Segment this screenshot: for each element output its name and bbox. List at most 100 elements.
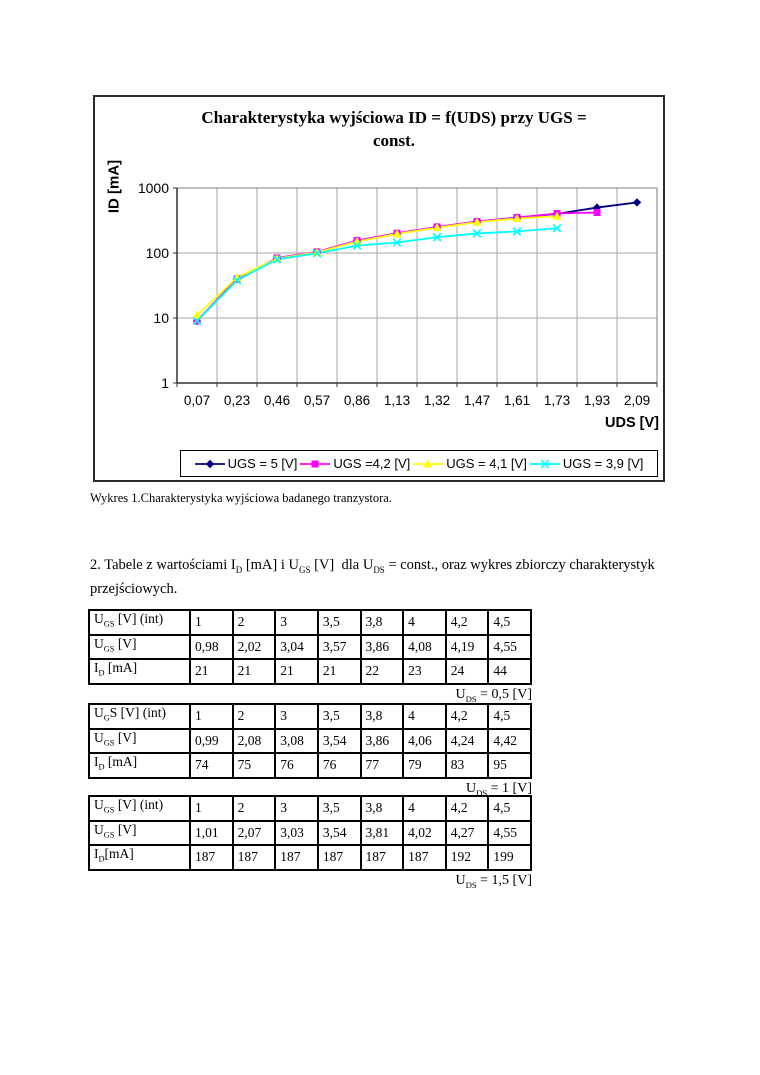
legend-x-icon: [529, 459, 560, 468]
table-cell: 1: [189, 609, 234, 636]
text-segment: = 0,5 [V]: [476, 687, 532, 703]
row-label-part: [mA]: [104, 660, 138, 676]
figure-caption: Wykres 1.Charakterystyka wyjściowa badan…: [90, 491, 392, 505]
table-cell: 2,08: [231, 727, 277, 755]
row-label-part: U: [94, 705, 104, 720]
row-label: UGS [V] (int): [88, 703, 191, 730]
chart-frame: Charakterystyka wyjściowa ID = f(UDS) pr…: [93, 95, 665, 482]
row-label-part: GS: [103, 644, 115, 654]
data-table-uds-0-5: UGS [V] (int) 1 2 3 3,5 3,8 4 4,2 4,5 UGS [V] 0,98…: [88, 609, 532, 686]
table-cell: 2: [231, 795, 277, 822]
chart-title: Charakterystyka wyjściowa ID = f(UDS) pr…: [145, 106, 643, 152]
row-label: UGS [V]: [88, 727, 191, 755]
table-cell: 44: [487, 658, 532, 686]
table-cell: 4,02: [402, 819, 447, 847]
x-tick-label: 1,13: [384, 393, 410, 408]
row-label-part: S [V] (int): [109, 705, 167, 720]
table-cell: 4,55: [487, 633, 532, 661]
table-cell: 4,2: [444, 703, 490, 730]
row-label: UGS [V] (int): [88, 795, 191, 822]
table-cell: 4,2: [444, 795, 490, 822]
table-cell: 2: [231, 609, 277, 636]
table-cell: 3,5: [316, 609, 362, 636]
row-label-part: G: [103, 713, 110, 723]
table-cell: 4,27: [444, 819, 490, 847]
table-cell: 187: [316, 844, 362, 872]
table-cell: 187: [359, 844, 405, 872]
row-label-part: GS: [103, 619, 115, 629]
row-label-part: I: [94, 660, 99, 676]
table-cell: 4,08: [402, 633, 447, 661]
row-label-part: GS: [103, 805, 115, 815]
text-segment: 2. Tabele z wartościami I: [90, 557, 236, 573]
table-caption: UDS = 1,5 [V]: [88, 873, 533, 890]
text-segment: [mA] i U: [242, 557, 299, 573]
table-cell: 23: [402, 658, 447, 686]
row-label-part: [mA]: [104, 754, 138, 770]
data-table-uds-1: UGS [V] (int) 1 2 3 3,5 3,8 4 4,2 4,5 UGS [V] 0,99…: [88, 703, 532, 780]
table-cell: 3,08: [274, 727, 319, 755]
table-cell: 3,8: [359, 703, 405, 730]
table-cell: 187: [189, 844, 234, 872]
table-cell: 1: [189, 703, 234, 730]
table-row: ID[mA] 187 187 187 187 187 187 192 199: [88, 844, 532, 872]
row-label: UGS [V] (int): [88, 609, 191, 636]
table-row: UGS [V] 0,99 2,08 3,08 3,54 3,86 4,06 4,24 4,42: [88, 727, 532, 755]
table-cell: 22: [359, 658, 405, 686]
table-cell: 1: [189, 795, 234, 822]
row-label-part: I: [94, 846, 99, 862]
x-tick-label: 0,57: [304, 393, 330, 408]
table-cell: 3,54: [316, 819, 362, 847]
table-cell: 95: [487, 752, 532, 780]
table-row: UGS [V] (int) 1 2 3 3,5 3,8 4 4,2 4,5: [88, 609, 532, 636]
table-cell: 3,86: [359, 727, 405, 755]
legend-item: UGS = 4,1 [V]: [413, 456, 527, 471]
y-tick-label: 10: [153, 310, 169, 326]
row-label: UGS [V]: [88, 633, 191, 661]
text-segment: U: [455, 873, 466, 889]
body-paragraph: 2. Tabele z wartościami ID [mA] i UGS [V…: [90, 556, 684, 600]
text-segment: = 1 [V]: [487, 781, 532, 797]
gridlines: [177, 188, 657, 383]
x-tick-label: 1,93: [584, 393, 610, 408]
row-label-part: GS: [103, 830, 115, 840]
row-label-part: D: [98, 763, 105, 773]
x-tick-label: 1,61: [504, 393, 530, 408]
table-cell: 4,5: [487, 795, 532, 822]
table-cell: 1,01: [189, 819, 234, 847]
x-tick-label: 1,73: [544, 393, 570, 408]
row-label: UGS [V]: [88, 819, 191, 847]
table-cell: 4,06: [402, 727, 447, 755]
table-caption: UDS = 1 [V]: [88, 781, 533, 798]
table-cell: 76: [274, 752, 319, 780]
table-cell: 24: [444, 658, 490, 686]
table-cell: 3: [274, 609, 319, 636]
text-segment: U: [465, 781, 477, 797]
table-cell: 2,02: [231, 633, 277, 661]
table-cell: 3: [274, 703, 319, 730]
row-label-part: U: [94, 729, 104, 745]
table-cell: 21: [189, 658, 234, 686]
table-cell: 2: [231, 703, 277, 730]
row-label-part: D: [98, 855, 105, 865]
subscript-text: DS: [476, 787, 488, 798]
table-cell: 2,07: [231, 819, 277, 847]
subscript-text: DS: [465, 879, 477, 890]
table-cell: 4: [402, 795, 447, 822]
table-cell: 187: [231, 844, 277, 872]
table-cell: 3,54: [316, 727, 362, 755]
table-cell: 75: [231, 752, 277, 780]
row-label-part: [V]: [114, 729, 137, 745]
table-row: UGS [V] (int) 1 2 3 3,5 3,8 4 4,2 4,5: [88, 795, 532, 822]
text-segment: = const., oraz wykres zbiorczy charakter…: [90, 557, 659, 598]
row-label-part: [V] (int): [114, 611, 164, 626]
text-segment: = 1,5 [V]: [476, 873, 532, 889]
legend-square-icon: [300, 460, 331, 467]
table-cell: 3: [274, 795, 319, 822]
legend-item: UGS =4,2 [V]: [300, 456, 410, 471]
row-label-part: [V]: [114, 635, 137, 651]
chart-title-line2: const.: [372, 131, 416, 150]
series-line: [196, 227, 558, 322]
row-label-part: U: [94, 797, 104, 812]
